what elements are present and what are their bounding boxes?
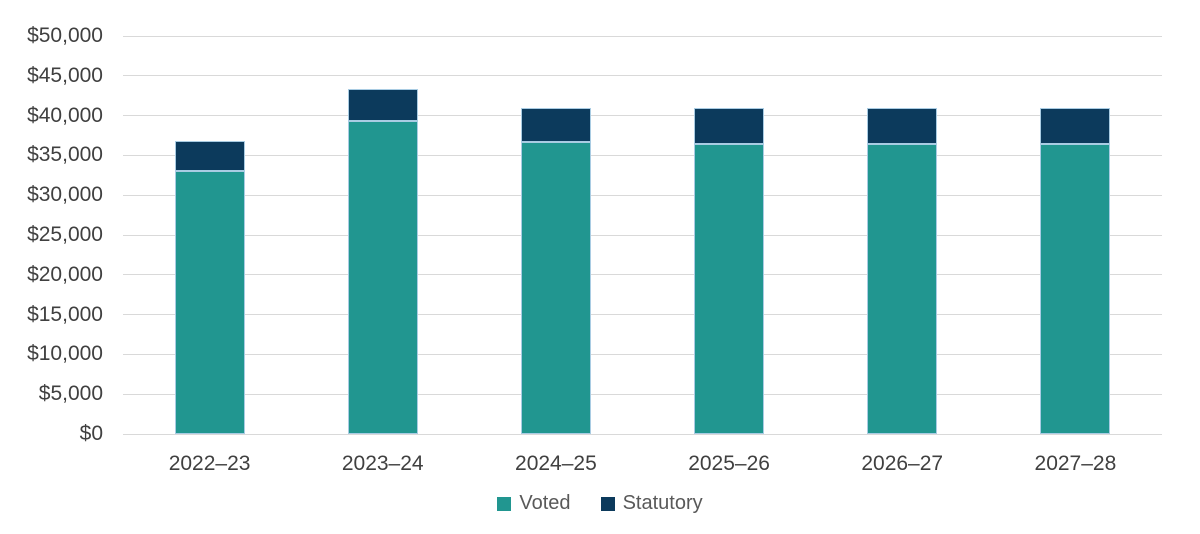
- x-tick-label: 2022–23: [168, 452, 251, 475]
- legend-item-statutory: Statutory: [600, 492, 703, 515]
- x-tick-label: 2026–27: [861, 452, 944, 475]
- y-tick-label: $35,000: [27, 143, 103, 167]
- y-tick-label: $15,000: [27, 302, 103, 326]
- bar-segment-voted: [867, 144, 938, 434]
- bar-segment-statutory: [520, 107, 591, 142]
- gridline: [123, 234, 1162, 236]
- gridline: [123, 35, 1162, 37]
- gridline: [123, 154, 1162, 156]
- y-tick-label: $45,000: [27, 63, 103, 87]
- legend-item-voted: Voted: [497, 492, 571, 515]
- legend-swatch-statutory: [600, 496, 615, 511]
- legend-swatch-voted: [497, 496, 512, 511]
- x-tick-label: 2023–24: [341, 452, 424, 475]
- y-tick-label: $20,000: [27, 262, 103, 286]
- legend-label: Voted: [519, 492, 571, 514]
- y-tick-label: $30,000: [27, 183, 103, 207]
- x-tick-label: 2025–26: [688, 452, 770, 475]
- bar-segment-statutory: [174, 141, 245, 172]
- bar-segment-voted: [520, 141, 591, 434]
- gridline: [123, 194, 1162, 196]
- y-tick-label: $10,000: [27, 342, 103, 366]
- gridline: [123, 75, 1162, 77]
- y-tick-label: $50,000: [27, 24, 103, 47]
- y-tick-label: $25,000: [27, 223, 103, 246]
- gridline: [123, 433, 1162, 435]
- x-tick-label: 2027–28: [1034, 452, 1117, 475]
- gridline: [123, 314, 1162, 316]
- y-tick-label: $0: [79, 422, 103, 445]
- gridline: [123, 274, 1162, 276]
- bar-segment-voted: [694, 144, 765, 434]
- bar-segment-voted: [174, 171, 245, 434]
- bar-segment-statutory: [694, 107, 765, 145]
- y-tick-label: $40,000: [27, 103, 103, 127]
- gridline: [123, 353, 1162, 355]
- gridline: [123, 393, 1162, 395]
- bar-segment-statutory: [1040, 107, 1111, 145]
- bar-segment-statutory: [867, 107, 938, 145]
- bar-segment-voted: [1040, 144, 1111, 434]
- legend: Voted Statutory: [0, 492, 1200, 515]
- gridline: [123, 115, 1162, 117]
- y-tick-label: $5,000: [38, 382, 103, 406]
- legend-label: Statutory: [622, 492, 703, 514]
- x-tick-label: 2024–25: [515, 452, 597, 475]
- bar-segment-voted: [347, 121, 418, 434]
- bar-segment-statutory: [347, 88, 418, 122]
